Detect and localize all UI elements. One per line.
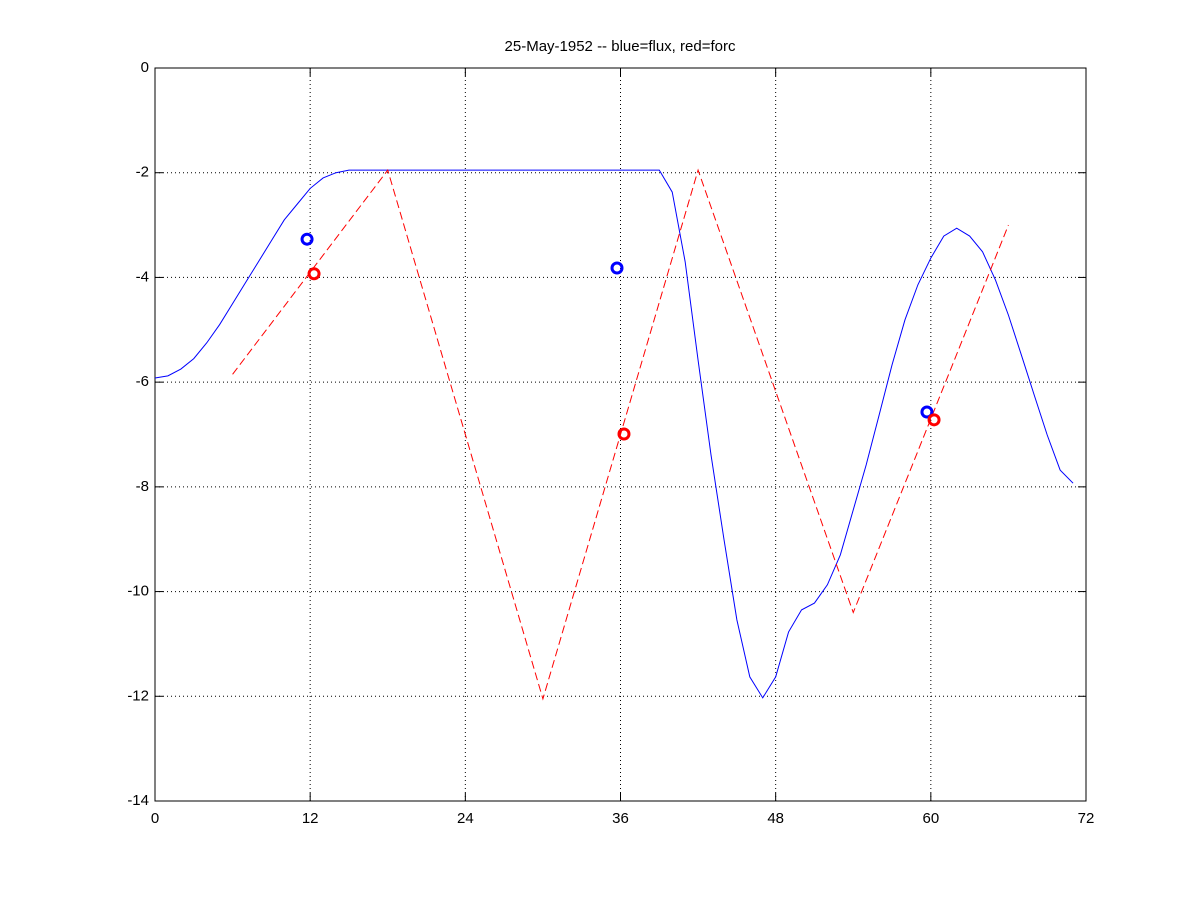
marker: [300, 232, 314, 246]
marker: [920, 405, 934, 419]
x-tick-label: 0: [151, 810, 159, 827]
marker: [307, 267, 321, 281]
x-tick-label: 48: [767, 810, 784, 827]
y-tick-label: -6: [136, 373, 149, 390]
x-tick-label: 12: [302, 810, 319, 827]
y-tick-label: -2: [136, 164, 149, 181]
y-tick-label: -4: [136, 268, 149, 285]
y-tick-label: -14: [127, 792, 149, 809]
series-line: [154, 169, 1074, 699]
chart-title: 25-May-1952 -- blue=flux, red=forc: [505, 38, 736, 55]
y-tick-label: -12: [127, 687, 149, 704]
marker: [927, 413, 941, 427]
y-tick-label: -8: [136, 478, 149, 495]
y-tick-label: -10: [127, 583, 149, 600]
x-tick-label: 24: [457, 810, 474, 827]
x-tick-label: 36: [612, 810, 629, 827]
y-tick-label: 0: [141, 59, 149, 76]
marker: [617, 427, 631, 441]
marker: [610, 261, 624, 275]
x-tick-label: 60: [922, 810, 939, 827]
x-tick-label: 72: [1078, 810, 1095, 827]
plot-frame: [154, 67, 1087, 802]
